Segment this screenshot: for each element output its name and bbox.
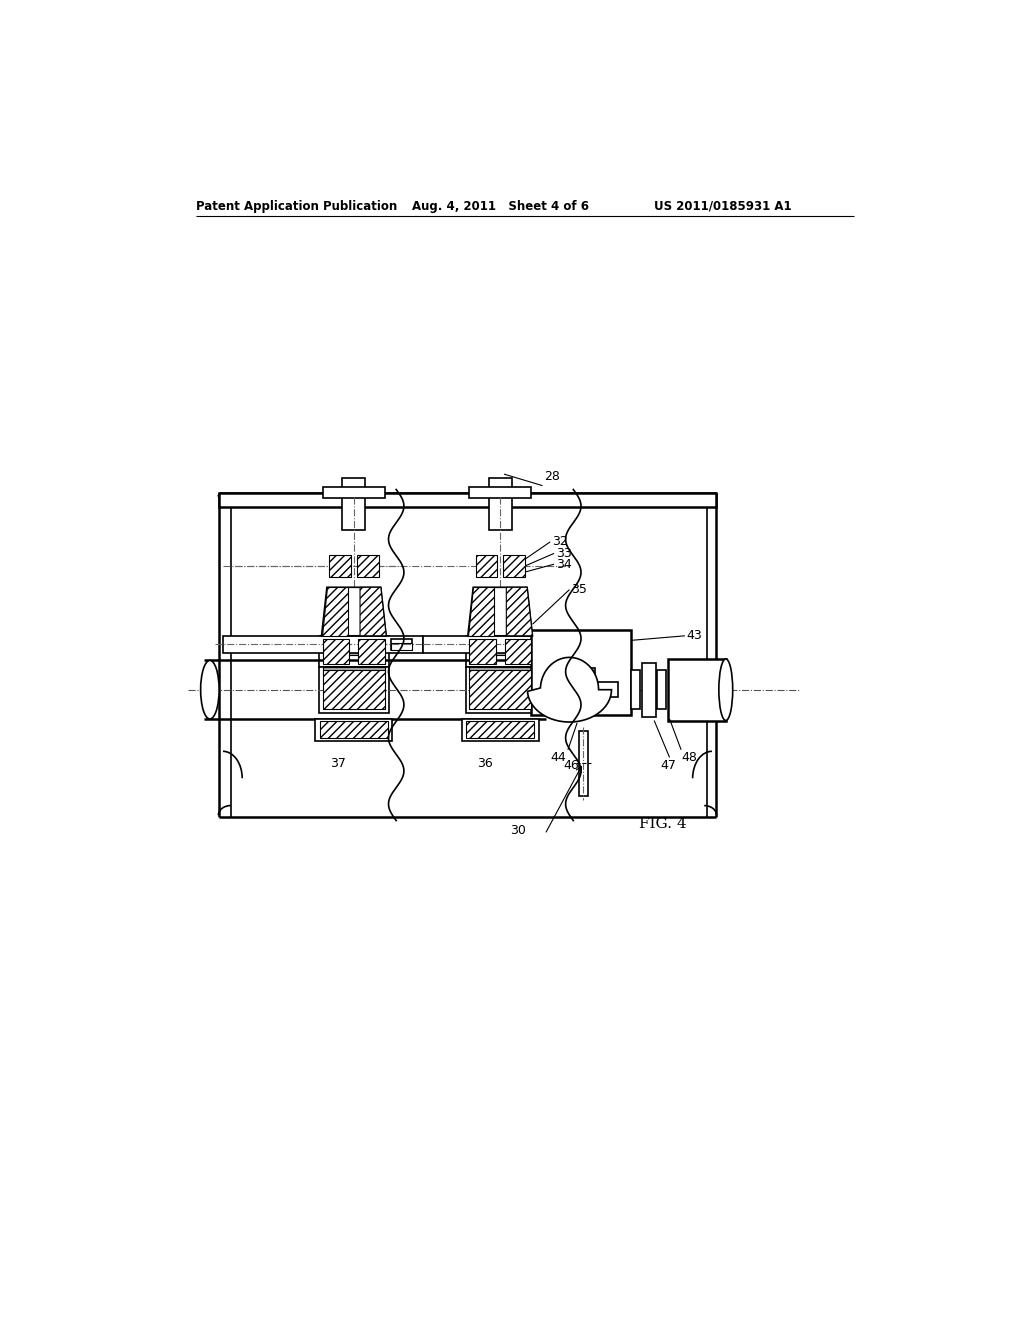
Text: 35: 35 [571, 583, 587, 597]
Bar [219, 494, 716, 507]
Bar [573, 668, 595, 688]
Bar [330, 554, 351, 577]
Polygon shape [322, 587, 386, 636]
Ellipse shape [719, 659, 733, 721]
Text: Aug. 4, 2011   Sheet 4 of 6: Aug. 4, 2011 Sheet 4 of 6 [412, 199, 589, 213]
Bar [466, 636, 535, 667]
Bar [585, 669, 593, 678]
Text: 34: 34 [556, 557, 571, 570]
Bar [315, 719, 392, 741]
Polygon shape [527, 657, 611, 722]
Polygon shape [468, 587, 532, 636]
Text: FIG. 4: FIG. 4 [639, 817, 686, 830]
Bar [391, 643, 413, 651]
Polygon shape [468, 587, 494, 636]
Bar [579, 730, 588, 796]
Ellipse shape [201, 660, 219, 719]
Bar [348, 587, 360, 636]
Bar [469, 639, 496, 664]
Polygon shape [322, 587, 348, 636]
Text: Patent Application Publication: Patent Application Publication [196, 199, 397, 213]
Bar [466, 721, 535, 738]
Text: 33: 33 [556, 546, 571, 560]
Bar [668, 659, 726, 721]
Bar [531, 630, 631, 715]
Text: 37: 37 [331, 758, 346, 771]
Bar [574, 669, 584, 678]
Bar [503, 554, 524, 577]
Text: US 2011/0185931 A1: US 2011/0185931 A1 [654, 199, 792, 213]
Bar [585, 678, 593, 688]
Bar [391, 639, 413, 649]
Bar [538, 639, 559, 649]
Bar [469, 667, 531, 673]
Text: 36: 36 [477, 758, 493, 771]
Text: 46: 46 [563, 759, 579, 772]
Bar [469, 647, 531, 655]
Bar [223, 636, 423, 653]
Polygon shape [360, 587, 386, 636]
Polygon shape [506, 587, 532, 636]
Bar [538, 643, 559, 651]
Bar [488, 478, 512, 531]
Text: 28: 28 [544, 470, 560, 483]
Bar [323, 639, 349, 664]
Text: 30: 30 [510, 824, 526, 837]
Bar [462, 719, 539, 741]
Bar [475, 554, 497, 577]
Bar [342, 478, 366, 531]
Bar [423, 636, 569, 653]
Bar [574, 678, 584, 688]
Text: 44: 44 [550, 751, 566, 764]
Bar [469, 487, 531, 498]
Bar [466, 667, 535, 713]
Bar [595, 682, 617, 697]
Bar [469, 671, 531, 709]
Bar [319, 636, 388, 667]
Text: 47: 47 [660, 759, 676, 772]
Text: 32: 32 [552, 536, 567, 548]
Bar [657, 671, 667, 709]
Bar [494, 587, 506, 636]
Bar [631, 671, 640, 709]
Bar [357, 554, 379, 577]
Bar [319, 721, 388, 738]
Bar [319, 667, 388, 713]
Text: 43: 43 [686, 630, 702, 643]
Bar [323, 487, 385, 498]
Bar [358, 639, 385, 664]
Text: 48: 48 [681, 751, 697, 764]
Bar [323, 667, 385, 673]
Bar [323, 671, 385, 709]
Bar [323, 647, 385, 655]
Bar [505, 639, 531, 664]
Bar [642, 663, 655, 717]
